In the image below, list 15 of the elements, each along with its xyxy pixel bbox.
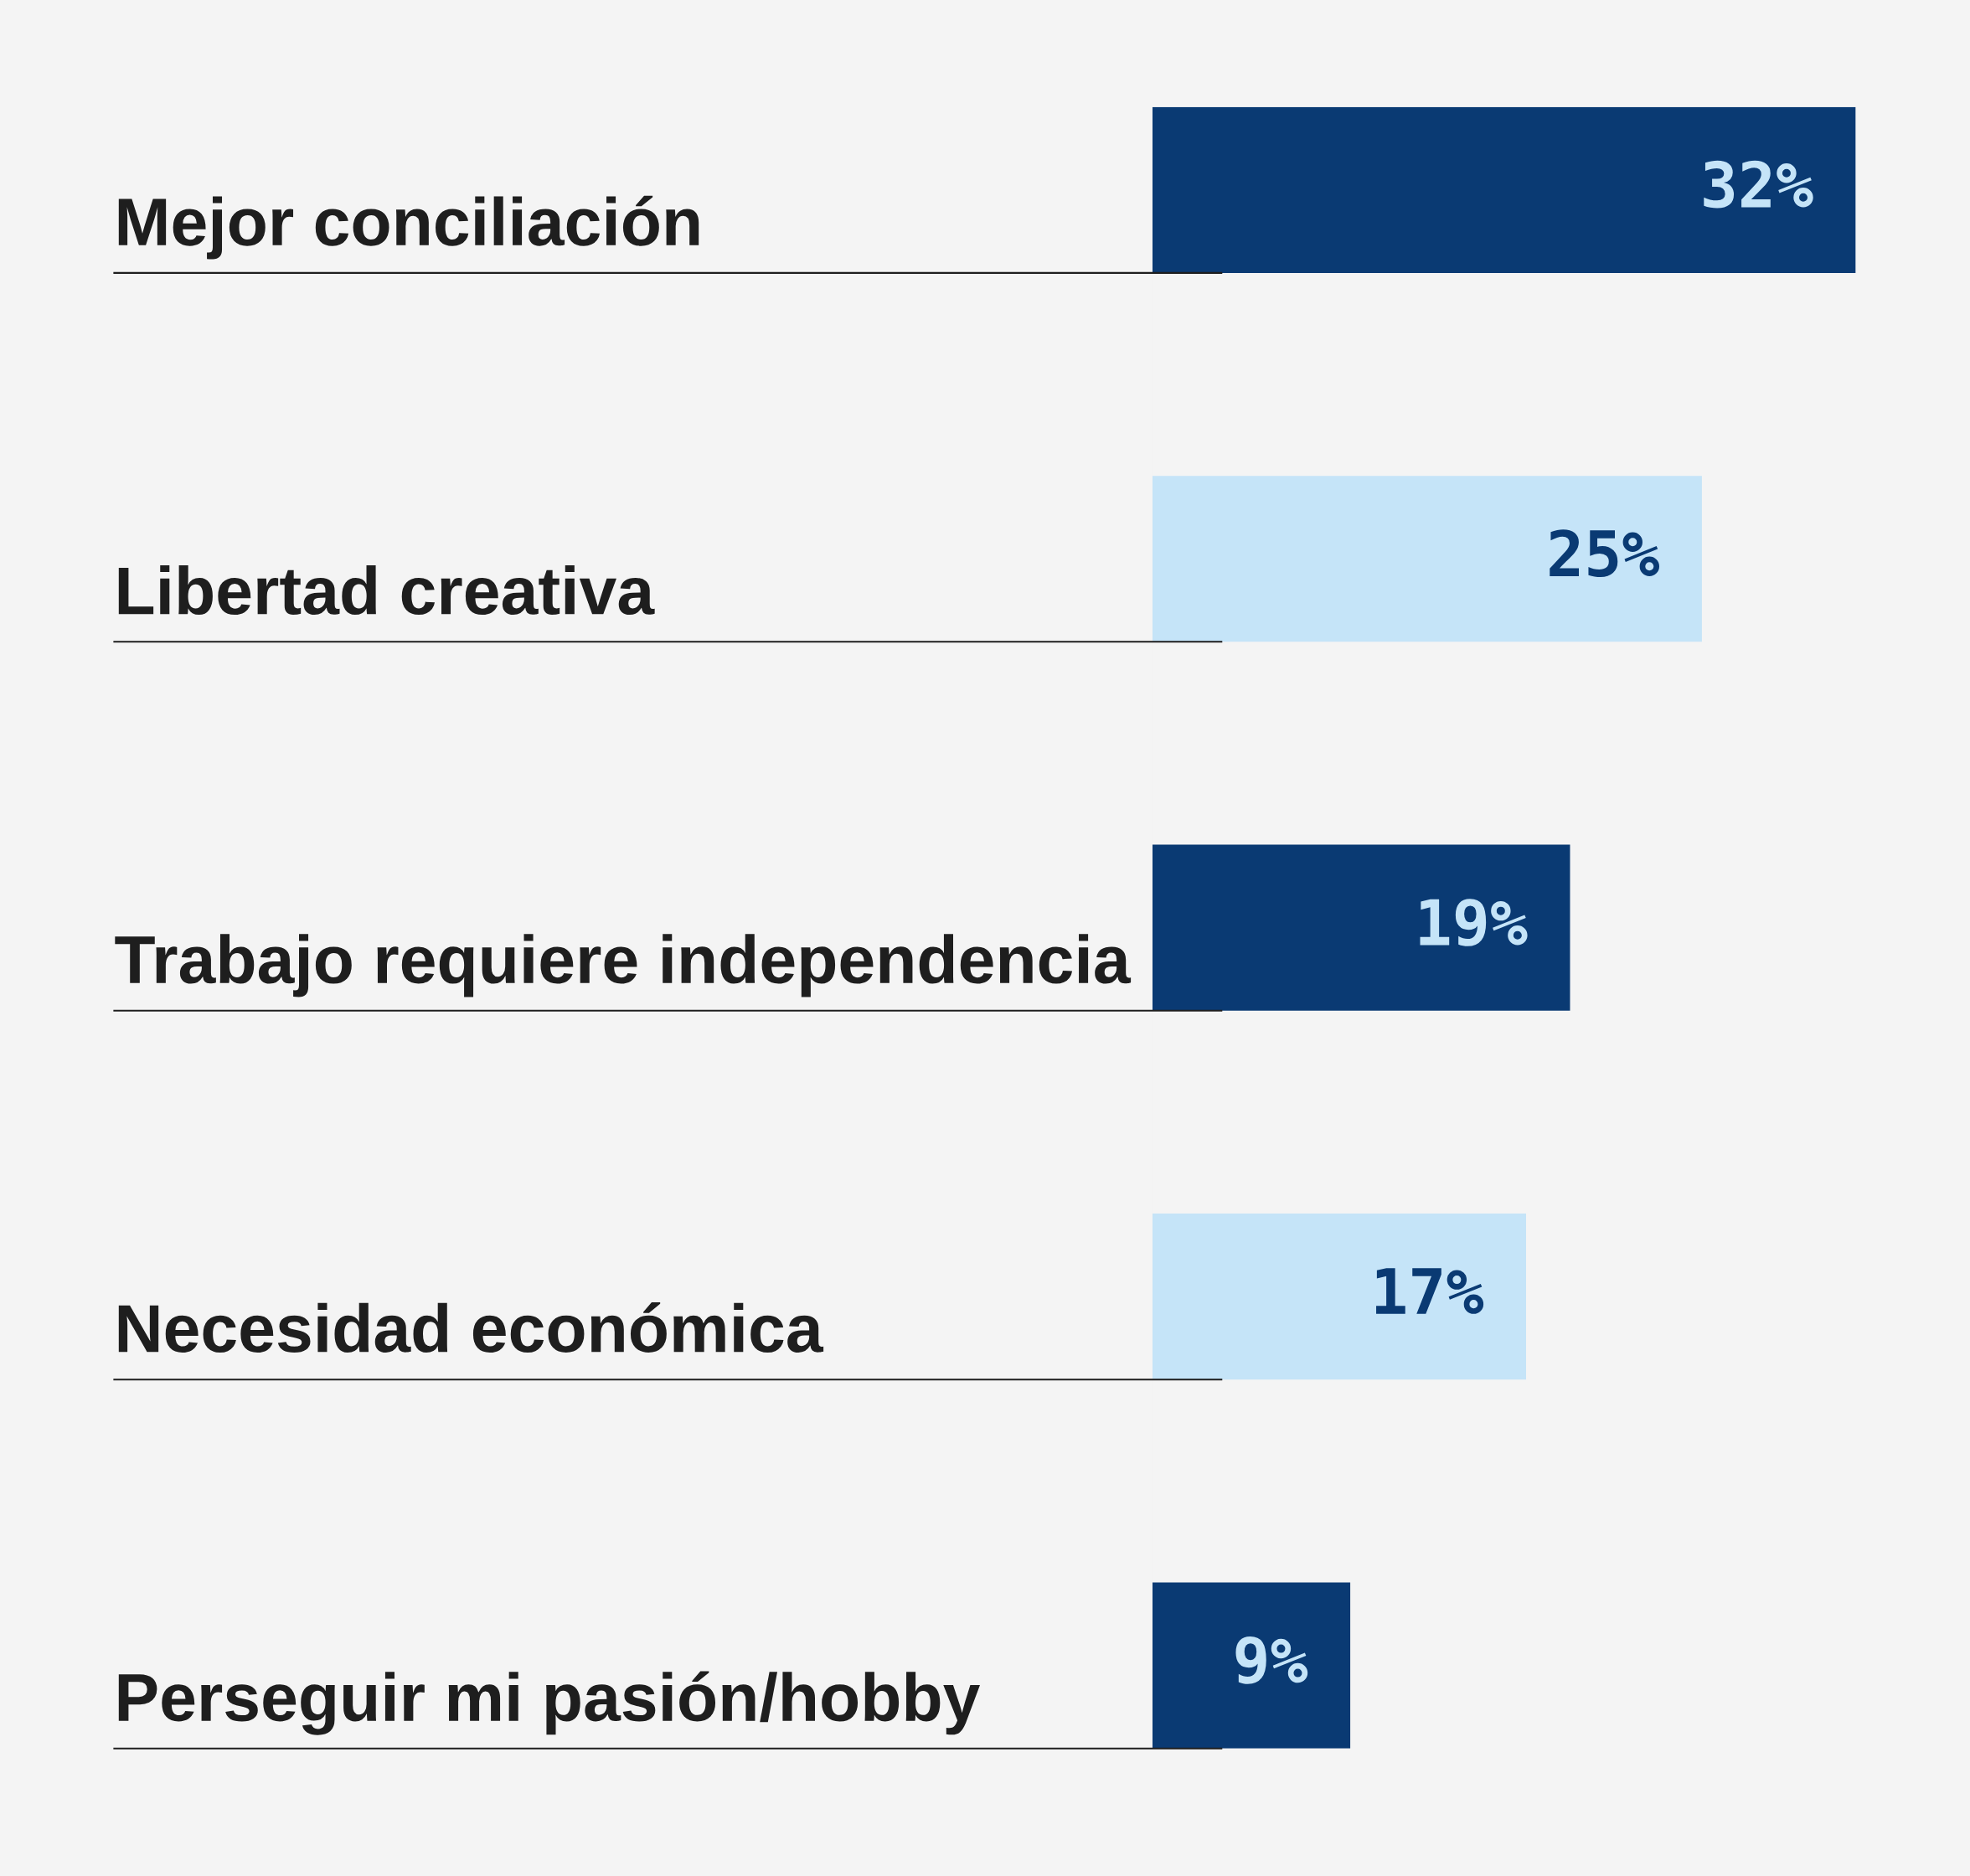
y-tick-label: Libertad creativa bbox=[118, 564, 655, 616]
bar bbox=[1152, 1582, 1351, 1749]
data-label: 32% bbox=[1704, 160, 1813, 209]
y-tick-label: Trabajo requiere independencia bbox=[115, 934, 1132, 997]
data-label: 17% bbox=[1376, 1268, 1484, 1314]
y-tick-label: Perseguir mi pasión/hobby bbox=[118, 1671, 980, 1735]
bar bbox=[1152, 476, 1702, 642]
bar bbox=[1152, 1214, 1526, 1380]
data-label: 9% bbox=[1235, 1636, 1308, 1684]
y-tick-label: Mejor conciliación bbox=[118, 195, 699, 260]
bar bbox=[1152, 844, 1570, 1011]
y-tick-label: Necesidad económica bbox=[118, 1302, 824, 1353]
data-label: 25% bbox=[1550, 529, 1660, 577]
data-label: 19% bbox=[1420, 899, 1528, 946]
bar bbox=[1152, 106, 1856, 273]
